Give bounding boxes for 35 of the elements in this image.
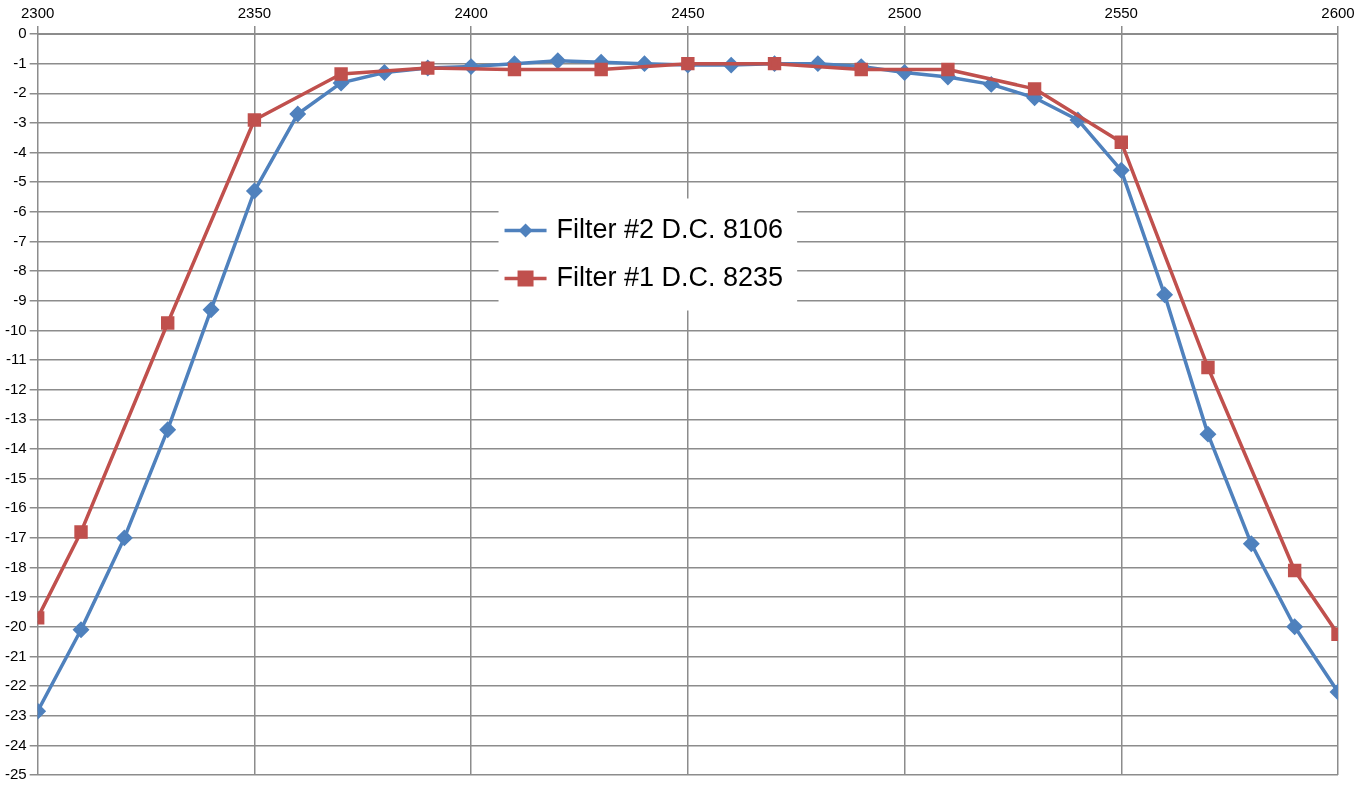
y-tick-label: -5: [13, 172, 27, 190]
x-tick-label: 2550: [1104, 4, 1138, 22]
x-tick-label: 2300: [20, 4, 55, 22]
y-tick-label: -11: [6, 350, 27, 368]
x-tick-label: 2500: [887, 4, 922, 22]
x-tick-label: 2600: [1321, 4, 1355, 22]
y-tick-label: -18: [4, 557, 27, 575]
y-tick-label: -15: [4, 468, 27, 486]
y-tick-label: -12: [4, 379, 27, 397]
y-tick-label: -13: [4, 409, 27, 427]
y-tick-label: -6: [13, 201, 27, 219]
y-tick-label: -8: [13, 261, 27, 279]
y-tick-label: -22: [4, 676, 27, 694]
y-tick-label: -25: [4, 765, 27, 783]
x-tick-label: 2350: [237, 4, 272, 22]
y-tick-label: -16: [4, 498, 27, 516]
y-tick-label: -4: [13, 142, 27, 160]
y-tick-label: -10: [4, 320, 27, 338]
y-tick-label: -7: [13, 231, 27, 249]
y-tick-label: -3: [13, 113, 27, 131]
legend-label: Filter #1 D.C. 8235: [556, 261, 784, 292]
y-tick-label: -9: [13, 290, 27, 308]
y-tick-label: -24: [4, 735, 27, 753]
y-tick-label: -1: [13, 53, 27, 71]
legend-label: Filter #2 D.C. 8106: [556, 213, 784, 244]
y-tick-label: -23: [4, 705, 27, 723]
y-tick-label: -2: [13, 83, 27, 101]
y-tick-label: -17: [4, 528, 27, 546]
y-tick-label: -21: [4, 646, 27, 664]
x-tick-label: 2450: [671, 4, 705, 22]
y-tick-label: -20: [4, 616, 27, 634]
y-tick-label: -14: [4, 439, 27, 457]
x-tick-label: 2400: [454, 4, 488, 22]
y-tick-label: 0: [18, 24, 27, 42]
y-tick-label: -19: [4, 587, 27, 605]
